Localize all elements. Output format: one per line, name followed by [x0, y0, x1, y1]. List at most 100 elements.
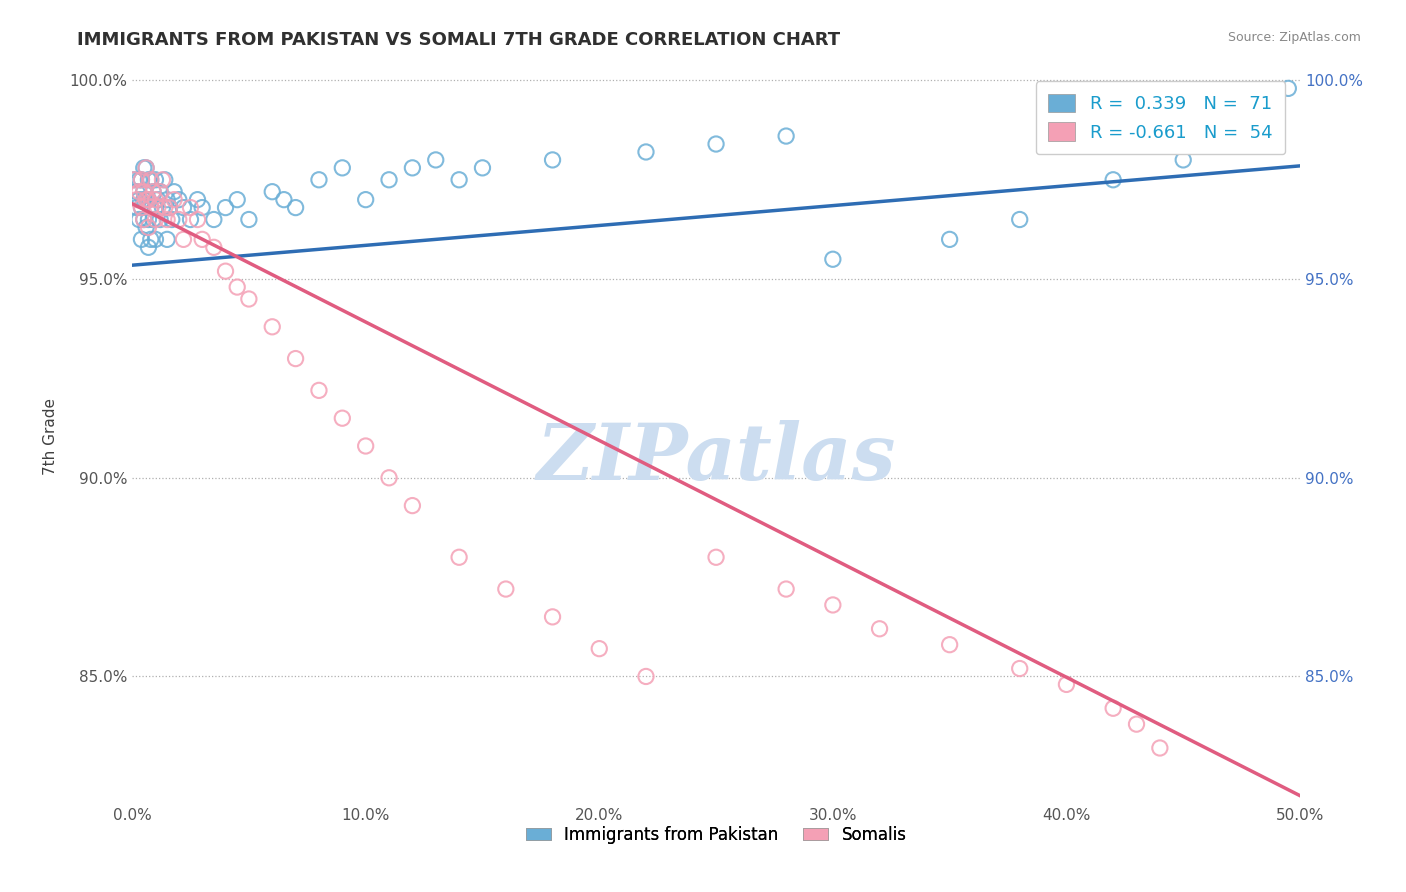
- Point: [191, 232, 214, 246]
- Point: [401, 161, 423, 175]
- Text: IMMIGRANTS FROM PAKISTAN VS SOMALI 7TH GRADE CORRELATION CHART: IMMIGRANTS FROM PAKISTAN VS SOMALI 7TH G…: [77, 31, 841, 49]
- Point: [1173, 153, 1195, 167]
- Point: [167, 212, 190, 227]
- Point: [149, 185, 172, 199]
- Point: [132, 212, 155, 227]
- Point: [128, 173, 150, 187]
- Point: [131, 201, 153, 215]
- Point: [128, 185, 150, 199]
- Point: [172, 201, 194, 215]
- Point: [284, 201, 307, 215]
- Point: [145, 193, 167, 207]
- Point: [1241, 121, 1264, 136]
- Point: [262, 185, 284, 199]
- Point: [135, 220, 157, 235]
- Point: [179, 201, 201, 215]
- Point: [138, 240, 160, 254]
- Point: [159, 201, 181, 215]
- Point: [354, 439, 377, 453]
- Point: [128, 212, 150, 227]
- Point: [145, 201, 167, 215]
- Point: [135, 161, 157, 175]
- Point: [124, 173, 146, 187]
- Point: [1102, 701, 1125, 715]
- Point: [131, 232, 153, 246]
- Point: [145, 173, 167, 187]
- Point: [330, 411, 353, 425]
- Point: [541, 153, 564, 167]
- Point: [202, 240, 225, 254]
- Point: [132, 185, 155, 199]
- Point: [138, 173, 160, 187]
- Point: [938, 638, 960, 652]
- Point: [142, 185, 165, 199]
- Point: [1008, 661, 1031, 675]
- Point: [149, 185, 172, 199]
- Point: [1054, 677, 1077, 691]
- Point: [142, 212, 165, 227]
- Point: [308, 173, 330, 187]
- Point: [146, 193, 169, 207]
- Point: [139, 201, 162, 215]
- Point: [354, 193, 377, 207]
- Point: [152, 173, 174, 187]
- Point: [1102, 173, 1125, 187]
- Point: [425, 153, 447, 167]
- Point: [138, 193, 160, 207]
- Point: [135, 193, 157, 207]
- Point: [138, 220, 160, 235]
- Point: [704, 136, 727, 151]
- Point: [821, 598, 844, 612]
- Point: [401, 499, 423, 513]
- Point: [704, 550, 727, 565]
- Point: [226, 193, 249, 207]
- Point: [541, 610, 564, 624]
- Point: [125, 185, 148, 199]
- Point: [1219, 133, 1241, 147]
- Point: [449, 550, 471, 565]
- Point: [152, 201, 174, 215]
- Point: [172, 232, 194, 246]
- Point: [160, 212, 183, 227]
- Point: [125, 201, 148, 215]
- Point: [869, 622, 891, 636]
- Point: [1008, 212, 1031, 227]
- Point: [139, 173, 162, 187]
- Point: [471, 161, 494, 175]
- Point: [139, 201, 162, 215]
- Point: [186, 193, 208, 207]
- Point: [156, 232, 179, 246]
- Point: [191, 201, 214, 215]
- Point: [1125, 717, 1147, 731]
- Point: [156, 193, 179, 207]
- Point: [153, 201, 176, 215]
- Point: [131, 173, 153, 187]
- Point: [378, 471, 401, 485]
- Point: [186, 212, 208, 227]
- Point: [179, 212, 201, 227]
- Point: [128, 193, 150, 207]
- Point: [132, 185, 155, 199]
- Point: [132, 212, 155, 227]
- Point: [938, 232, 960, 246]
- Point: [163, 185, 186, 199]
- Point: [1277, 81, 1299, 95]
- Point: [1149, 741, 1171, 756]
- Point: [156, 212, 179, 227]
- Point: [634, 145, 657, 159]
- Point: [135, 161, 157, 175]
- Point: [775, 129, 797, 144]
- Point: [131, 201, 153, 215]
- Point: [308, 384, 330, 398]
- Point: [159, 201, 181, 215]
- Point: [145, 212, 167, 227]
- Point: [138, 193, 160, 207]
- Point: [226, 280, 249, 294]
- Point: [125, 193, 148, 207]
- Point: [214, 201, 236, 215]
- Legend: Immigrants from Pakistan, Somalis: Immigrants from Pakistan, Somalis: [519, 819, 912, 850]
- Point: [495, 582, 517, 596]
- Point: [132, 193, 155, 207]
- Y-axis label: 7th Grade: 7th Grade: [44, 398, 58, 475]
- Point: [238, 292, 260, 306]
